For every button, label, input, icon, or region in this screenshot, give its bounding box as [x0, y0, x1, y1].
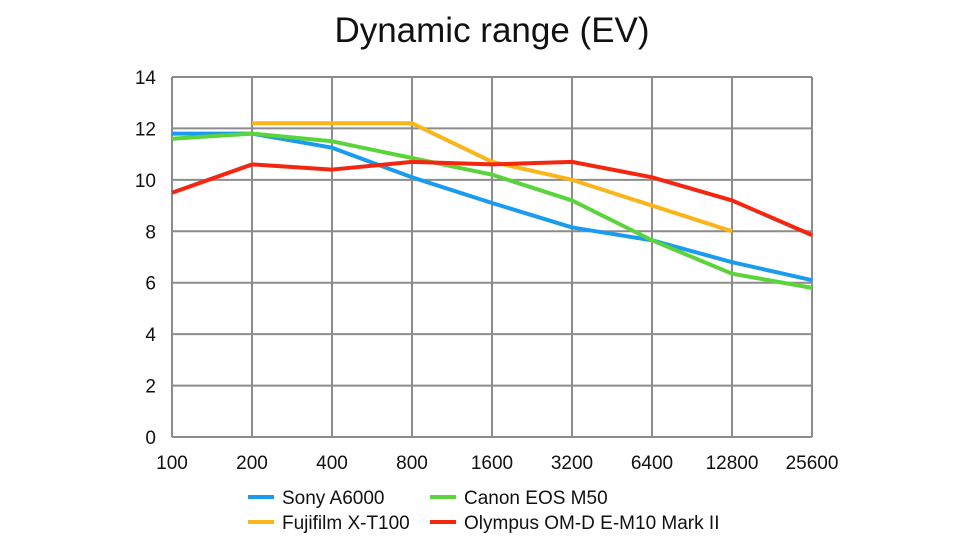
grid	[171, 76, 813, 438]
x-tick-label: 25600	[786, 453, 839, 474]
legend-label: Olympus OM-D E-M10 Mark II	[464, 513, 719, 534]
y-tick-label: 12	[135, 119, 156, 140]
y-tick-label: 4	[145, 325, 156, 346]
series-line-fujifilm-x-t100	[252, 121, 733, 234]
legend-label: Sony A6000	[282, 488, 384, 509]
legend: Sony A6000 Canon EOS M50 Fujifilm X-T100 Ol…	[248, 488, 719, 534]
series-line-sony-a6000	[172, 131, 813, 283]
y-axis-ticks: 0 2 4 6 8 10 12 14	[135, 68, 157, 449]
y-tick-label: 2	[145, 377, 156, 398]
x-tick-label: 100	[156, 453, 188, 474]
x-tick-label: 200	[236, 453, 268, 474]
y-tick-label: 10	[135, 171, 156, 192]
y-tick-label: 6	[145, 274, 156, 295]
chart-title: Dynamic range (EV)	[334, 11, 649, 50]
x-tick-label: 1600	[471, 453, 513, 474]
series-line-olympus-om-d-e-m10-mark-ii	[171, 159, 813, 237]
y-tick-label: 14	[135, 68, 157, 89]
x-tick-label: 400	[316, 453, 348, 474]
y-tick-label: 8	[145, 222, 156, 243]
x-tick-label: 6400	[631, 453, 673, 474]
series-lines	[171, 121, 813, 290]
x-axis-ticks: 100 200 400 800 1600 3200 6400 12800 25600	[156, 453, 838, 474]
x-tick-label: 12800	[706, 453, 759, 474]
series-line-canon-eos-m50	[171, 131, 813, 290]
legend-label: Fujifilm X-T100	[282, 513, 410, 534]
x-tick-label: 3200	[551, 453, 593, 474]
y-tick-label: 0	[145, 428, 156, 449]
x-tick-label: 800	[396, 453, 428, 474]
legend-label: Canon EOS M50	[464, 488, 608, 509]
